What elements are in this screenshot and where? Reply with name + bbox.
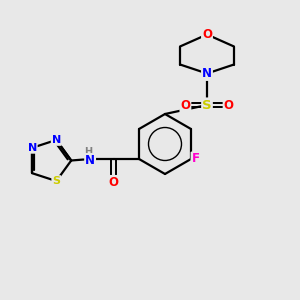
Text: O: O <box>180 98 190 112</box>
Text: O: O <box>109 176 118 189</box>
Text: N: N <box>52 135 61 145</box>
Text: N: N <box>85 154 95 167</box>
Text: O: O <box>224 98 234 112</box>
Text: S: S <box>202 98 212 112</box>
Text: N: N <box>202 67 212 80</box>
Text: N: N <box>28 143 37 153</box>
Text: S: S <box>52 176 60 186</box>
Text: H: H <box>84 147 92 158</box>
Text: O: O <box>202 28 212 41</box>
Text: F: F <box>191 152 200 166</box>
